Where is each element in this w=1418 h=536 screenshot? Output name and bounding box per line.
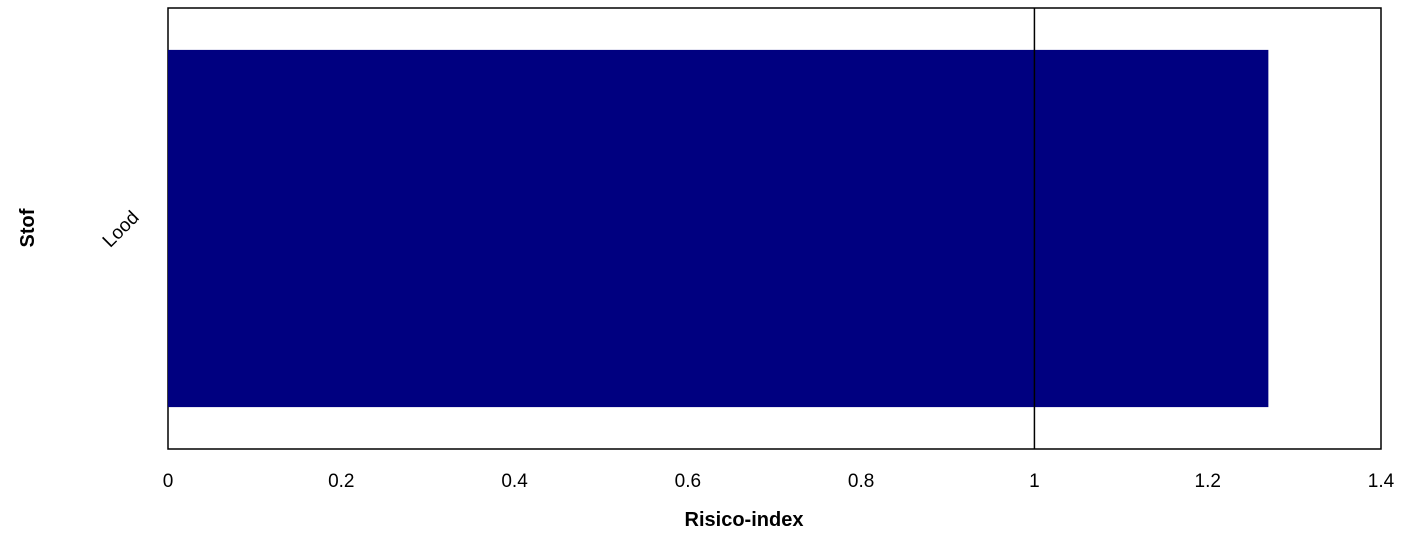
category-labels: Lood [99,207,144,252]
x-tick-label: 1 [1029,471,1040,492]
x-tick-label: 0 [163,471,174,492]
bar-lood [168,50,1268,407]
x-tick-labels: 0 0.2 0.4 0.6 0.8 1 1.2 1.4 [163,471,1395,492]
x-tick-label: 0.6 [675,471,701,492]
bars-group [168,50,1268,407]
x-tick-label: 1.4 [1368,471,1395,492]
x-tick-label: 1.2 [1195,471,1221,492]
x-tick-label: 0.2 [328,471,354,492]
y-axis-title: Stof [17,208,39,247]
x-tick-label: 0.4 [501,471,528,492]
x-axis-title: Risico-index [685,509,804,531]
category-label: Lood [99,207,144,252]
x-tick-label: 0.8 [848,471,874,492]
